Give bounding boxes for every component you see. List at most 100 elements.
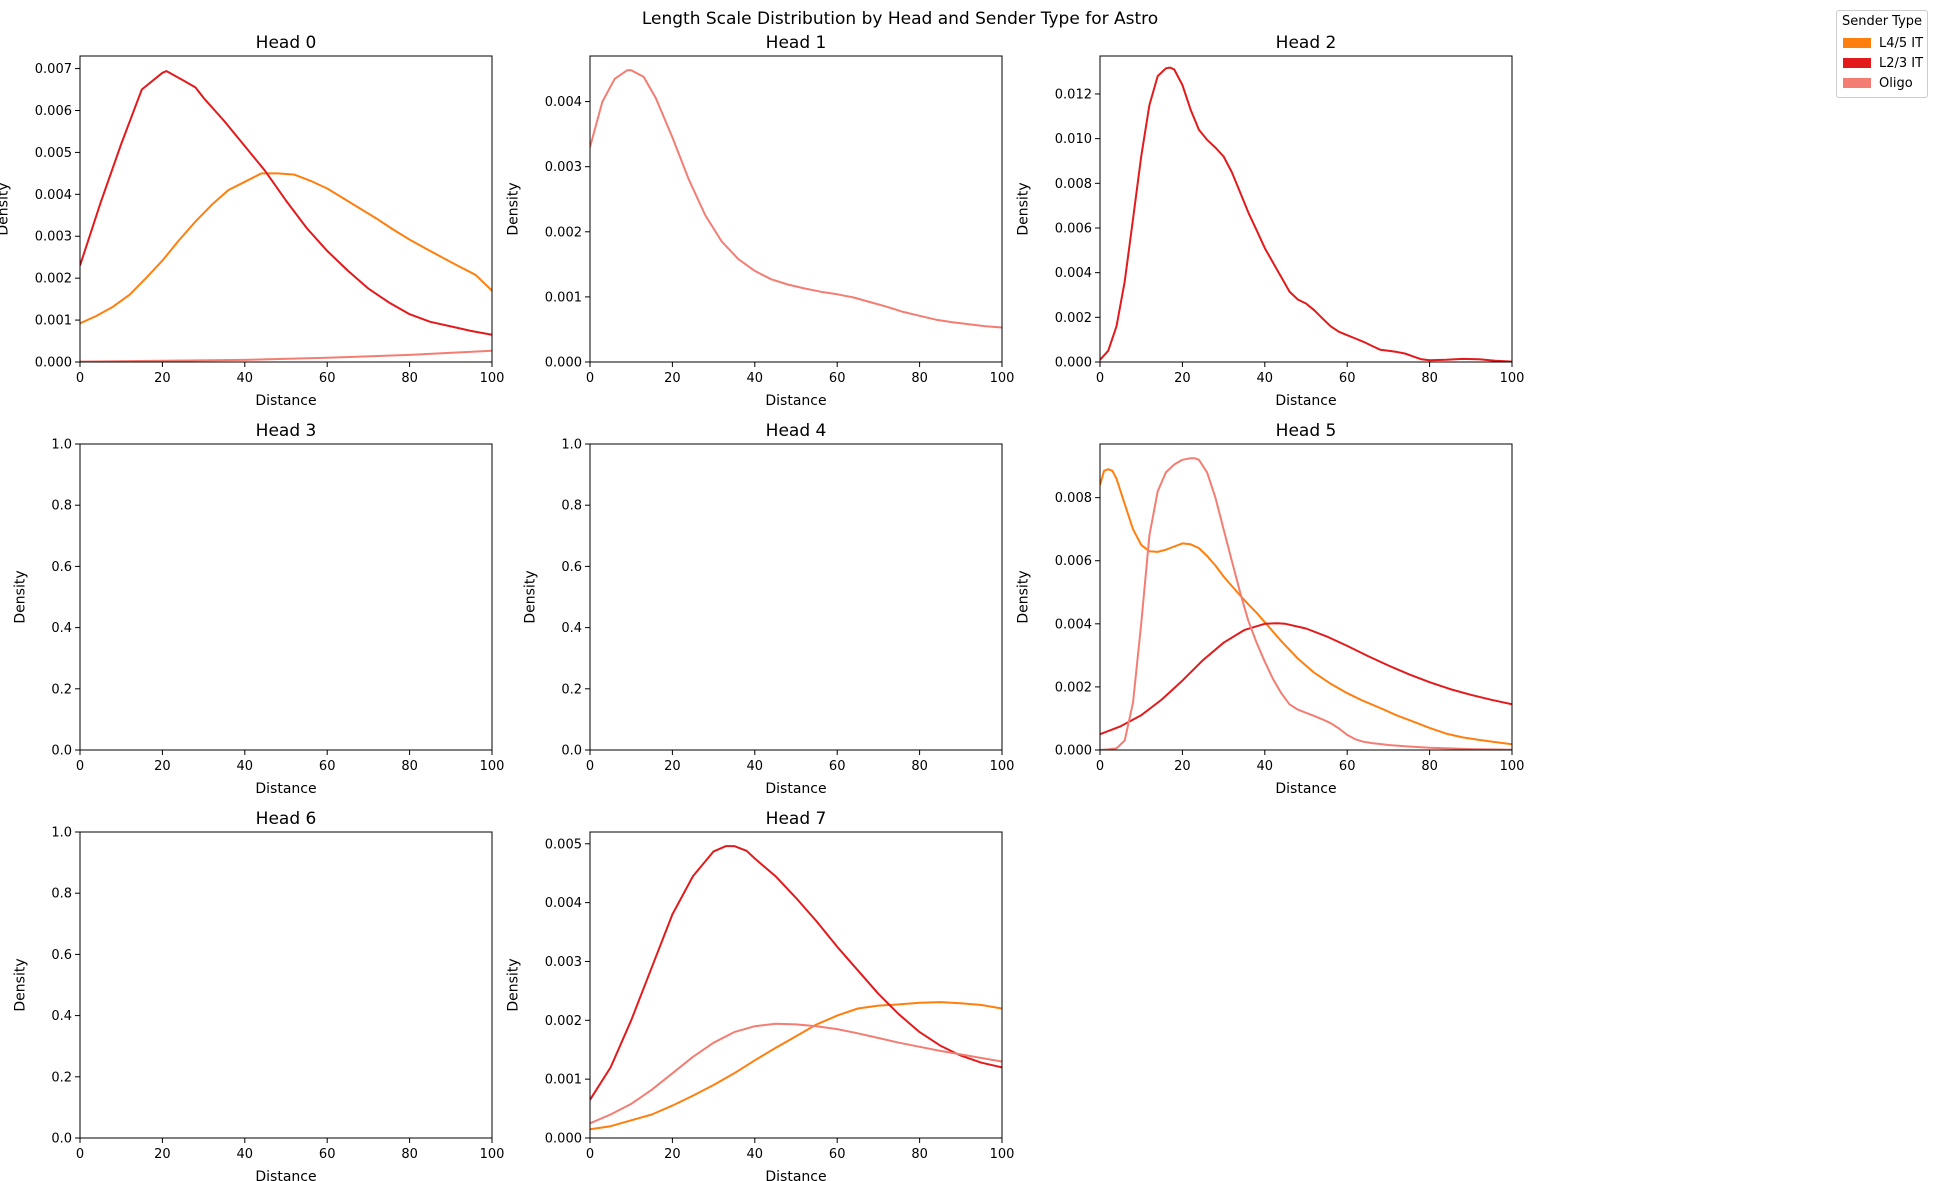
x-tick-label: 40	[1257, 759, 1274, 774]
series-line-oligo	[590, 69, 1002, 329]
series-line-l2-3-it	[590, 845, 1002, 1101]
legend-swatch-l45-it	[1843, 38, 1871, 48]
subplot-head-5: Head 5 Distance Density 0 20 40 60 80 100 0.000 0.…	[1016, 421, 1525, 797]
series-line-l4-5-it	[80, 172, 492, 325]
series-line-l4-5-it	[590, 1001, 1002, 1131]
subplot-title: Head 7	[766, 809, 827, 829]
x-tick-label: 0	[76, 371, 84, 386]
y-tick-label: 0.000	[35, 356, 72, 371]
x-axis-label: Distance	[255, 1169, 316, 1181]
x-tick-label: 60	[1339, 371, 1356, 386]
y-tick-label: 0.0	[51, 744, 72, 759]
x-tick-label: 40	[237, 371, 254, 386]
x-axis-label: Distance	[765, 393, 826, 409]
y-tick-label: 0.6	[561, 560, 582, 575]
subplot-title: Head 5	[1276, 421, 1337, 441]
legend-item-l45-it: L4/5 IT	[1843, 34, 1923, 52]
y-tick-label: 0.010	[1055, 132, 1092, 147]
x-tick-label: 0	[1096, 371, 1104, 386]
subplot-head-7: Head 7 Distance Density 0 20 40 60 80 100 0.000 0.…	[506, 809, 1015, 1181]
x-tick-label: 20	[1174, 371, 1191, 386]
y-tick-label: 1.0	[51, 438, 72, 453]
legend-item-l23-it: L2/3 IT	[1843, 54, 1923, 72]
y-tick-label: 0.003	[35, 230, 72, 245]
y-tick-label: 0.002	[545, 1014, 582, 1029]
legend-swatch-l23-it	[1843, 58, 1871, 68]
x-tick-label: 100	[480, 1147, 505, 1162]
x-tick-label: 60	[829, 371, 846, 386]
x-tick-label: 20	[154, 1147, 171, 1162]
y-axis-label: Density	[13, 958, 29, 1011]
y-tick-label: 0.001	[545, 1073, 582, 1088]
x-tick-label: 60	[829, 759, 846, 774]
x-tick-label: 40	[747, 371, 764, 386]
y-axis-label: Density	[13, 570, 29, 623]
y-tick-label: 0.005	[35, 146, 72, 161]
x-tick-label: 80	[911, 371, 928, 386]
y-tick-label: 0.001	[35, 314, 72, 329]
x-axis-label: Distance	[765, 781, 826, 797]
y-tick-label: 0.002	[1055, 680, 1092, 695]
x-tick-label: 20	[154, 759, 171, 774]
y-tick-label: 0.4	[561, 621, 582, 636]
x-tick-label: 80	[911, 1147, 928, 1162]
x-axis-label: Distance	[1275, 393, 1336, 409]
y-tick-label: 0.000	[545, 1132, 582, 1147]
y-axis-label: Density	[1016, 182, 1032, 235]
legend-item-oligo: Oligo	[1843, 74, 1913, 92]
series-line-l2-3-it	[80, 70, 492, 336]
x-axis-label: Distance	[255, 781, 316, 797]
x-tick-label: 0	[76, 1147, 84, 1162]
subplot-head-3: Head 3 Distance Density 0 20 40 60 80 100 0.0 0.2 0…	[13, 421, 505, 797]
x-tick-label: 80	[401, 759, 418, 774]
subplot-title: Head 6	[256, 809, 317, 829]
series-line-oligo	[590, 1022, 1002, 1125]
x-tick-label: 60	[319, 759, 336, 774]
y-tick-label: 0.006	[1055, 221, 1092, 236]
x-tick-label: 100	[480, 371, 505, 386]
y-tick-label: 0.8	[51, 499, 72, 514]
y-tick-label: 1.0	[561, 438, 582, 453]
x-tick-label: 0	[1096, 759, 1104, 774]
plot-frame	[589, 55, 1003, 363]
y-tick-label: 0.000	[545, 356, 582, 371]
x-tick-label: 0	[586, 1147, 594, 1162]
y-tick-label: 0.6	[51, 560, 72, 575]
x-tick-label: 20	[664, 371, 681, 386]
plot-frame	[79, 831, 493, 1139]
y-axis-label: Density	[1016, 570, 1032, 623]
y-tick-label: 0.004	[1055, 266, 1092, 281]
plot-frame	[1099, 443, 1513, 751]
y-tick-label: 0.002	[35, 272, 72, 287]
y-tick-label: 0.2	[561, 682, 582, 697]
x-tick-label: 80	[401, 1147, 418, 1162]
subplot-head-0: Head 0 Distance Density 0 20 40 60 80 100 0.000 0.…	[0, 33, 504, 409]
x-tick-label: 100	[1500, 759, 1525, 774]
y-tick-label: 0.002	[1055, 311, 1092, 326]
x-tick-label: 100	[990, 759, 1015, 774]
y-tick-label: 0.008	[1055, 177, 1092, 192]
x-tick-label: 40	[237, 759, 254, 774]
legend-label-l45-it: L4/5 IT	[1879, 35, 1924, 51]
x-tick-label: 80	[911, 759, 928, 774]
figure-title: Length Scale Distribution by Head and Se…	[642, 9, 1158, 29]
series-line-l4-5-it	[1100, 468, 1512, 746]
legend-label-l23-it: L2/3 IT	[1879, 55, 1924, 71]
y-axis-label: Density	[0, 182, 12, 235]
plot-frame	[589, 443, 1003, 751]
y-tick-label: 0.005	[545, 837, 582, 852]
y-axis-label: Density	[506, 958, 522, 1011]
x-tick-label: 40	[747, 759, 764, 774]
y-tick-label: 0.004	[1055, 617, 1092, 632]
x-tick-label: 20	[664, 759, 681, 774]
legend-label-oligo: Oligo	[1879, 75, 1913, 91]
y-tick-label: 0.001	[545, 290, 582, 305]
x-tick-label: 100	[480, 759, 505, 774]
y-tick-label: 0.2	[51, 682, 72, 697]
x-tick-label: 60	[829, 1147, 846, 1162]
y-tick-label: 0.003	[545, 160, 582, 175]
y-tick-label: 0.4	[51, 621, 72, 636]
subplot-title: Head 3	[256, 421, 317, 441]
x-axis-label: Distance	[1275, 781, 1336, 797]
